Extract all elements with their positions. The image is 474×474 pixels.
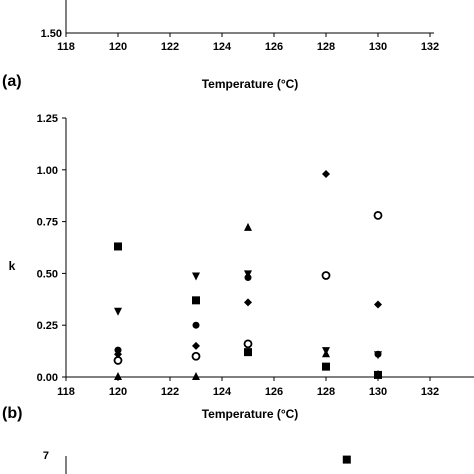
data-point-triangle-up bbox=[244, 222, 252, 231]
panel-a-label: (a) bbox=[2, 73, 22, 90]
panel-c-y-tick-label: 7 bbox=[43, 450, 49, 462]
data-point-circle-filled bbox=[374, 350, 382, 358]
panel-b-x-tick-label: 132 bbox=[421, 386, 439, 398]
panel-b-label: (b) bbox=[2, 405, 22, 422]
panel-b-x-tick-label: 118 bbox=[57, 386, 75, 398]
panel-a-x-tick-label: 124 bbox=[213, 41, 232, 53]
panel-a-x-tick-label: 128 bbox=[317, 41, 335, 53]
data-point-circle-open bbox=[191, 351, 201, 361]
panel-a-x-tick-label: 126 bbox=[265, 41, 283, 53]
panel-b: 0.00 0.25 0.50 0.75 1.00 1.25 118 120 122 124 126… bbox=[2, 113, 474, 422]
panel-b-y-tick-label: 0.25 bbox=[37, 320, 58, 332]
panel-b-y-tick-label: 0.00 bbox=[37, 372, 58, 384]
data-point-diamond bbox=[114, 350, 122, 359]
panel-b-y-tick-label: 1.25 bbox=[37, 113, 58, 125]
panel-b-x-tick-label: 130 bbox=[369, 386, 387, 398]
panel-b-y-ticks: 0.00 0.25 0.50 0.75 1.00 1.25 bbox=[37, 113, 66, 384]
panel-b-y-axis-label: k bbox=[9, 259, 16, 273]
panel-b-y-tick-label: 1.00 bbox=[37, 165, 58, 177]
panel-b-y-tick-label: 0.75 bbox=[37, 217, 58, 229]
data-point-diamond bbox=[322, 169, 330, 178]
data-point-square bbox=[322, 362, 330, 371]
data-point-circle-open bbox=[321, 271, 331, 280]
panel-b-x-tick-label: 122 bbox=[161, 386, 179, 398]
panel-b-x-tick-label: 128 bbox=[317, 386, 335, 398]
data-point-diamond bbox=[192, 341, 200, 350]
panel-b-y-tick-label: 0.50 bbox=[37, 268, 58, 280]
data-point-triangle-down bbox=[114, 307, 122, 316]
panel-b-x-ticks: 118 120 122 124 126 128 130 132 bbox=[57, 377, 439, 398]
data-point-triangle-up bbox=[322, 349, 330, 358]
data-point-triangle-up bbox=[374, 369, 382, 378]
data-point-circle-filled bbox=[192, 321, 200, 329]
data-point-square bbox=[192, 296, 200, 305]
panel-c: 7 bbox=[43, 450, 351, 474]
panel-a-x-axis-label: Temperature (°C) bbox=[202, 77, 299, 91]
panel-b-x-axis-label: Temperature (°C) bbox=[202, 407, 299, 421]
data-point-circle-open bbox=[243, 339, 253, 349]
data-point-circle-filled bbox=[114, 346, 122, 354]
panel-a: 1.50 118 120 122 124 126 128 130 132 Temperatur… bbox=[2, 0, 439, 91]
data-point-square bbox=[342, 455, 351, 464]
panel-a-x-tick-label: 120 bbox=[109, 41, 127, 53]
data-point-square bbox=[244, 348, 252, 357]
panel-a-x-tick-label: 132 bbox=[421, 41, 439, 53]
panel-a-y-tick-label: 1.50 bbox=[41, 28, 62, 40]
panel-b-x-tick-label: 124 bbox=[213, 386, 232, 398]
data-point-triangle-up bbox=[192, 372, 200, 380]
panel-a-x-tick-label: 130 bbox=[369, 41, 387, 53]
data-point-diamond bbox=[244, 298, 252, 307]
panel-a-x-tick-label: 122 bbox=[161, 41, 179, 53]
panel-a-x-ticks: 118 120 122 124 126 128 130 132 bbox=[57, 33, 439, 53]
data-point-square bbox=[114, 242, 122, 251]
data-point-circle-open bbox=[373, 210, 383, 220]
panel-c-points bbox=[342, 455, 351, 464]
data-point-triangle-down bbox=[192, 272, 200, 281]
panel-b-x-tick-label: 120 bbox=[109, 386, 127, 398]
panel-b-points bbox=[113, 169, 383, 380]
data-point-diamond bbox=[374, 300, 382, 309]
data-point-circle-open bbox=[113, 356, 123, 365]
data-point-circle-filled bbox=[244, 274, 252, 282]
panel-b-x-tick-label: 126 bbox=[265, 386, 283, 398]
panel-a-x-tick-label: 118 bbox=[57, 41, 75, 53]
data-point-triangle-up bbox=[114, 372, 122, 380]
